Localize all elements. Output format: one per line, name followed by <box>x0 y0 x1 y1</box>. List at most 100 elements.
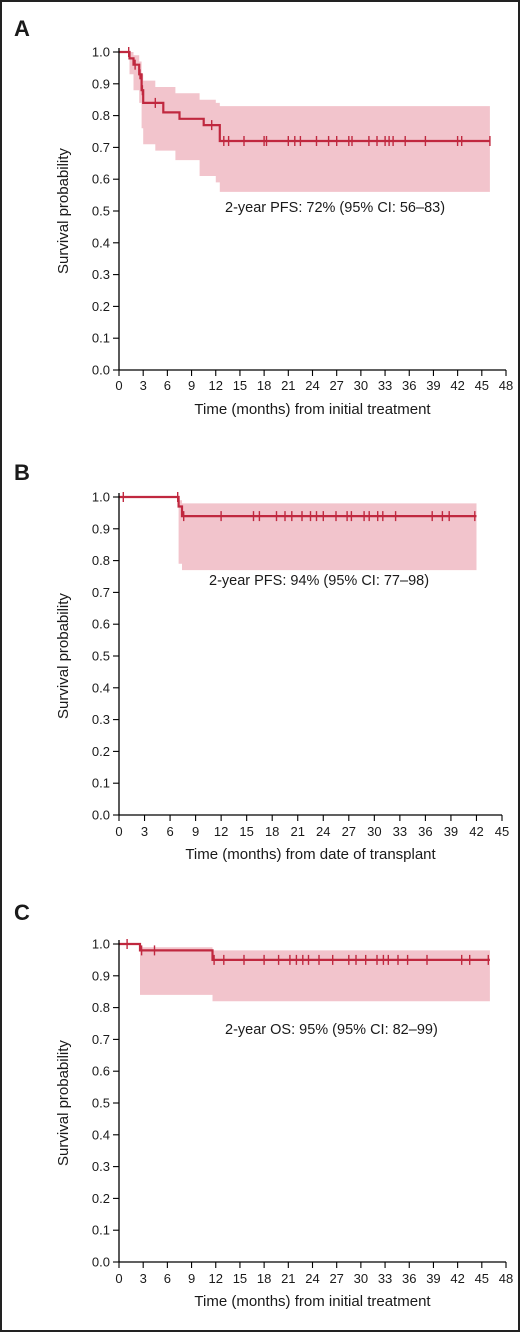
x-tick-label: 15 <box>233 378 247 393</box>
y-tick-label: 0.2 <box>92 744 110 759</box>
panel-letter: B <box>14 460 30 485</box>
x-tick-label: 33 <box>378 1271 392 1286</box>
x-tick-label: 12 <box>209 1271 223 1286</box>
panel-a: A0.00.10.20.30.40.50.60.70.80.91.00 3 6 9 12… <box>14 16 513 418</box>
y-tick-label: 0.0 <box>92 808 110 823</box>
x-tick-label: 21 <box>290 824 304 839</box>
x-tick-label: 0 <box>115 824 122 839</box>
x-tick-label: 9 <box>188 378 195 393</box>
x-axis-title: Time (months) from date of transplant <box>185 846 436 863</box>
x-tick-label: 36 <box>402 378 416 393</box>
y-tick-label: 0.7 <box>92 140 110 155</box>
confidence-band <box>119 52 490 192</box>
x-tick-label: 0 <box>115 378 122 393</box>
x-tick-label: 30 <box>354 378 368 393</box>
y-tick-label: 0.1 <box>92 1223 110 1238</box>
confidence-band <box>119 944 490 1002</box>
y-axis-title: Survival probability <box>55 593 72 719</box>
y-tick-label: 0.9 <box>92 76 110 91</box>
y-tick-label: 0.4 <box>92 680 110 695</box>
x-tick-label: 6 <box>164 1271 171 1286</box>
x-tick-label: 42 <box>450 1271 464 1286</box>
confidence-band <box>119 497 477 571</box>
x-tick-label: 45 <box>475 378 489 393</box>
panel-letter: C <box>14 900 30 925</box>
y-tick-label: 0.5 <box>92 649 110 664</box>
survival-annotation: 2-year OS: 95% (95% CI: 82–99) <box>225 1022 438 1038</box>
y-axis-title: Survival probability <box>55 1040 72 1166</box>
x-tick-label: 15 <box>239 824 253 839</box>
x-tick-label: 30 <box>367 824 381 839</box>
y-tick-label: 0.7 <box>92 1032 110 1047</box>
y-tick-label: 0.2 <box>92 299 110 314</box>
x-tick-label: 18 <box>257 1271 271 1286</box>
y-tick-label: 0.2 <box>92 1191 110 1206</box>
y-axis-title: Survival probability <box>55 148 72 274</box>
x-tick-label: 0 <box>115 1271 122 1286</box>
x-tick-label: 33 <box>378 378 392 393</box>
x-tick-label: 27 <box>329 378 343 393</box>
survival-curve <box>119 942 490 961</box>
x-tick-label: 12 <box>209 378 223 393</box>
y-tick-label: 0.0 <box>92 363 110 378</box>
y-tick-label: 0.0 <box>92 1255 110 1270</box>
x-tick-label: 15 <box>233 1271 247 1286</box>
x-tick-label: 48 <box>499 1271 513 1286</box>
survival-curve <box>119 50 490 143</box>
y-tick-label: 1.0 <box>92 937 110 952</box>
x-tick-label: 36 <box>402 1271 416 1286</box>
x-tick-label: 9 <box>188 1271 195 1286</box>
panel-c: C0.00.10.20.30.40.50.60.70.80.91.00 3 6 9 12… <box>14 900 513 1310</box>
y-tick-label: 0.1 <box>92 331 110 346</box>
y-tick-label: 0.6 <box>92 172 110 187</box>
y-tick-label: 0.8 <box>92 553 110 568</box>
x-axis-title: Time (months) from initial treatment <box>194 401 431 418</box>
x-tick-label: 39 <box>426 378 440 393</box>
y-tick-label: 0.8 <box>92 108 110 123</box>
x-tick-label: 39 <box>444 824 458 839</box>
x-tick-label: 45 <box>475 1271 489 1286</box>
x-tick-label: 48 <box>499 378 513 393</box>
x-tick-label: 18 <box>265 824 279 839</box>
x-tick-label: 21 <box>281 1271 295 1286</box>
x-tick-label: 12 <box>214 824 228 839</box>
x-axis-title: Time (months) from initial treatment <box>194 1293 431 1310</box>
x-tick-label: 24 <box>305 378 319 393</box>
y-tick-label: 0.9 <box>92 521 110 536</box>
x-tick-label: 30 <box>354 1271 368 1286</box>
x-tick-label: 3 <box>141 824 148 839</box>
y-tick-label: 0.4 <box>92 235 110 250</box>
panel-b: B 0.0 0.1 0.2 0.3 0.4 0.5 0.6 0.7 0.8 0.9 1.0 0 3 6 9 12… <box>14 460 509 863</box>
x-tick-label: 24 <box>305 1271 319 1286</box>
x-tick-label: 3 <box>140 1271 147 1286</box>
x-tick-label: 3 <box>140 378 147 393</box>
survival-curve <box>119 495 477 518</box>
y-tick-label: 1.0 <box>92 490 110 505</box>
x-tick-label: 33 <box>393 824 407 839</box>
x-tick-label: 27 <box>342 824 356 839</box>
y-tick-label: 0.5 <box>92 1096 110 1111</box>
x-tick-label: 36 <box>418 824 432 839</box>
y-tick-label: 0.6 <box>92 1064 110 1079</box>
y-tick-label: 0.3 <box>92 267 110 282</box>
x-tick-label: 18 <box>257 378 271 393</box>
y-tick-label: 0.6 <box>92 617 110 632</box>
x-tick-label: 27 <box>329 1271 343 1286</box>
x-tick-label: 21 <box>281 378 295 393</box>
y-tick-label: 0.3 <box>92 712 110 727</box>
x-tick-label: 9 <box>192 824 199 839</box>
panel-letter: A <box>14 16 30 41</box>
y-tick-label: 0.4 <box>92 1127 110 1142</box>
y-tick-label: 0.7 <box>92 585 110 600</box>
y-tick-label: 0.1 <box>92 776 110 791</box>
survival-annotation: 2-year PFS: 72% (95% CI: 56–83) <box>225 200 445 216</box>
x-tick-label: 39 <box>426 1271 440 1286</box>
x-tick-label: 42 <box>450 378 464 393</box>
x-tick-label: 24 <box>316 824 330 839</box>
y-tick-label: 1.0 <box>92 45 110 60</box>
x-tick-label: 42 <box>469 824 483 839</box>
x-tick-label: 6 <box>164 378 171 393</box>
y-tick-label: 0.5 <box>92 204 110 219</box>
